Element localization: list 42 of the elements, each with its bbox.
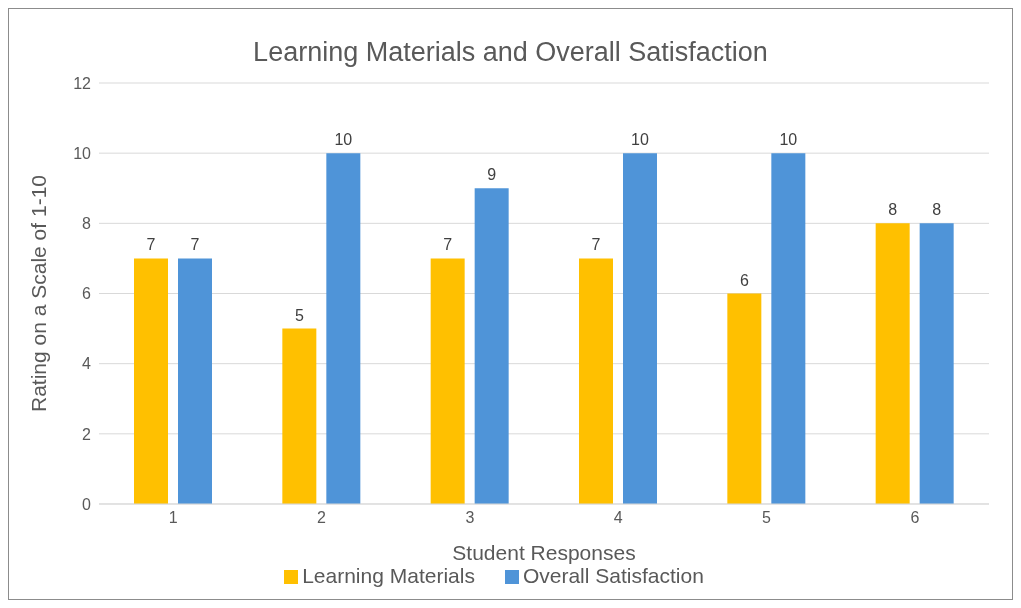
x-tick-label: 4 <box>613 509 623 527</box>
x-tick-label: 1 <box>168 509 178 527</box>
x-tick-label: 6 <box>910 509 920 527</box>
data-label: 6 <box>739 271 749 289</box>
bar <box>178 258 212 504</box>
data-label: 7 <box>146 236 156 254</box>
bar <box>875 223 910 504</box>
y-tick-label: 8 <box>82 215 92 233</box>
data-label: 10 <box>334 131 353 149</box>
y-tick-label: 4 <box>82 355 92 373</box>
bar <box>326 153 361 504</box>
bar <box>919 223 954 504</box>
legend-label: Overall Satisfaction <box>522 564 704 587</box>
data-label: 10 <box>631 131 649 149</box>
bar <box>282 328 317 504</box>
x-tick-label: 2 <box>317 509 327 527</box>
data-label: 8 <box>888 201 898 219</box>
bar <box>579 258 613 504</box>
bar <box>430 258 465 504</box>
y-tick-label: 0 <box>82 495 92 513</box>
y-tick-label: 6 <box>82 285 92 303</box>
x-tick-label: 5 <box>762 509 772 527</box>
data-label: 9 <box>487 166 497 184</box>
bar <box>134 258 168 504</box>
x-axis-title: Student Responses <box>452 541 636 564</box>
data-label: 7 <box>190 236 200 254</box>
bar <box>474 188 509 504</box>
y-tick-label: 2 <box>82 425 92 443</box>
x-tick-label: 3 <box>465 509 475 527</box>
data-label: 10 <box>779 131 798 149</box>
data-label: 7 <box>591 236 601 254</box>
y-tick-label: 10 <box>73 144 92 162</box>
chart-title: Learning Materials and Overall Satisfaction <box>252 36 769 69</box>
legend-label: Learning Materials <box>302 564 475 587</box>
data-label: 8 <box>932 201 942 219</box>
y-tick-label: 12 <box>73 74 92 92</box>
data-label: 5 <box>294 306 304 324</box>
bar <box>727 293 762 504</box>
y-axis-title: Rating on a Scale of 1-10 <box>27 175 51 412</box>
data-label: 7 <box>443 236 453 254</box>
bar <box>771 153 806 504</box>
bar <box>623 153 657 504</box>
